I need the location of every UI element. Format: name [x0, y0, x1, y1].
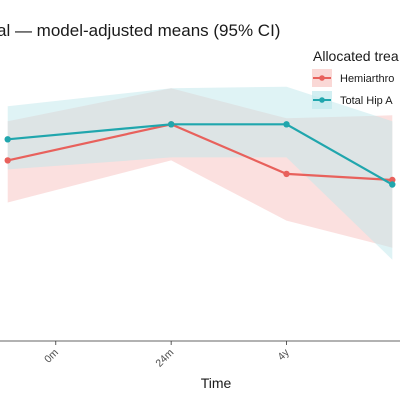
series-1-point: [4, 157, 11, 164]
series-2-point: [168, 121, 175, 128]
x-tick-label: 0m: [42, 346, 61, 365]
x-axis: 0m 24m 4y: [0, 340, 400, 370]
legend-title: Allocated trea: [313, 48, 399, 64]
series-2-point: [389, 181, 396, 188]
legend: Allocated trea Hemiarthro Total Hip A: [312, 48, 399, 109]
x-tick-label: 4y: [275, 346, 292, 363]
x-tick-label: 24m: [153, 346, 176, 369]
series-1-point: [283, 170, 290, 178]
legend-key-point: [319, 97, 325, 103]
confidence-ribbons: [7, 86, 393, 260]
series-1-line: [7, 123, 393, 182]
legend-key-point: [319, 75, 325, 81]
series-2-point: [4, 136, 11, 143]
legend-label: Total Hip A: [340, 95, 393, 107]
series-lines: [7, 123, 393, 186]
series-2-line: [7, 123, 393, 186]
series-1-point: [389, 176, 396, 184]
series-points: [4, 121, 396, 188]
series-2-point: [283, 121, 290, 128]
chart-title: al — model-adjusted means (95% CI): [0, 21, 280, 40]
legend-label: Hemiarthro: [340, 73, 394, 85]
x-axis-title: Time: [201, 375, 232, 391]
